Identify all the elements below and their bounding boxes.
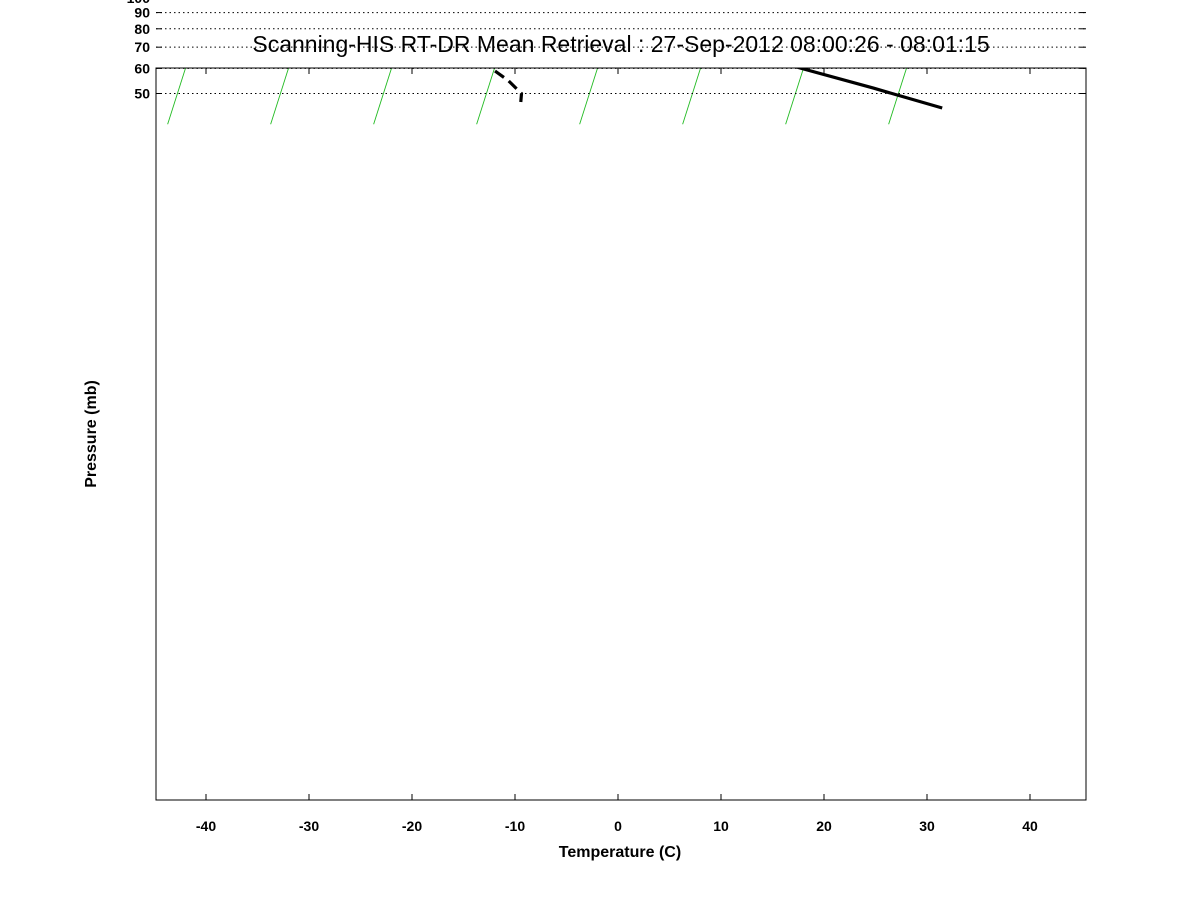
x-tick-label: -20 [402, 818, 422, 834]
isotherm-line [0, 0, 4, 124]
isotherm-line [0, 0, 107, 124]
x-tick-label: -10 [505, 818, 525, 834]
y-tick-label: 70 [134, 39, 150, 55]
x-tick-label: 20 [816, 818, 832, 834]
x-tick-label: -30 [299, 818, 319, 834]
y-tick-label: 90 [134, 5, 150, 21]
y-axis-label: Pressure (mb) [83, 380, 100, 488]
y-tick-label: 50 [134, 86, 150, 102]
y-axis: 5060708090100200300400500600700800900100… [127, 0, 1086, 102]
chart-title: Scanning-HIS RT-DR Mean Retrieval : 27-S… [252, 31, 989, 57]
x-axis-label: Temperature (C) [559, 844, 681, 861]
x-tick-label: -40 [196, 818, 216, 834]
x-tick-label: 40 [1022, 818, 1038, 834]
x-tick-label: 30 [919, 818, 935, 834]
y-tick-label: 60 [134, 60, 150, 76]
x-tick-label: 0 [614, 818, 622, 834]
x-axis: -40 -30 -20 -10 0 10 20 30 40 [196, 68, 1038, 834]
plot-area [156, 68, 1086, 800]
plot-frame [155, 67, 1087, 801]
y-tick-label: 100 [127, 0, 151, 6]
y-tick-label: 80 [134, 21, 150, 37]
x-tick-label: 10 [713, 818, 729, 834]
